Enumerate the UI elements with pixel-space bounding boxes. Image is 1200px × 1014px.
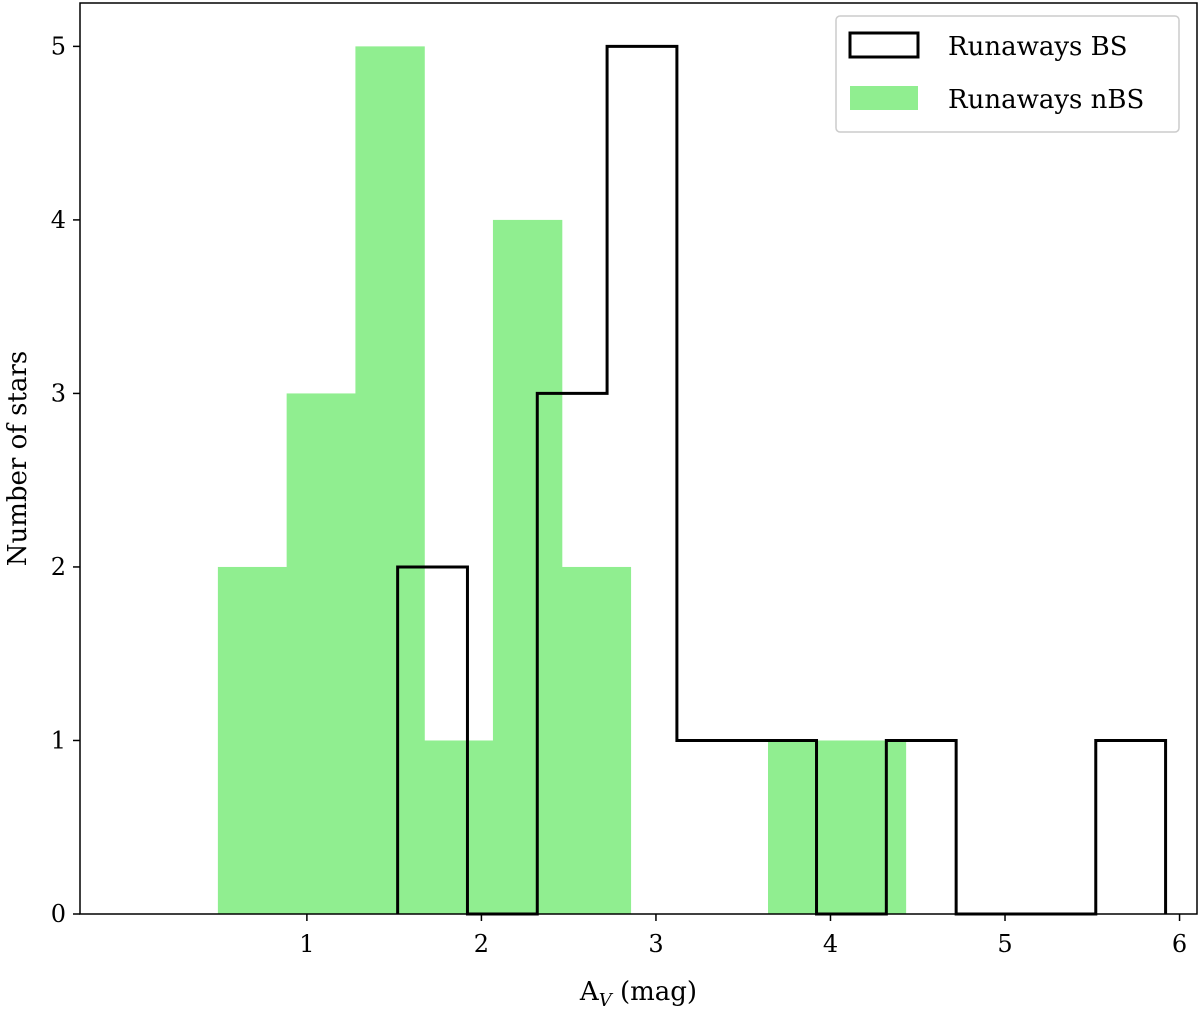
x-tick-label: 6 bbox=[1172, 930, 1187, 958]
legend-box bbox=[835, 15, 1180, 133]
y-tick-label: 1 bbox=[51, 726, 66, 754]
nbs-bar bbox=[355, 46, 425, 914]
y-tick-label: 3 bbox=[51, 379, 66, 407]
legend-label-nbs: Runaways nBS bbox=[948, 85, 1144, 115]
axes-frame bbox=[79, 2, 1198, 915]
nbs-bar bbox=[492, 219, 563, 914]
x-tick-label: 1 bbox=[299, 930, 314, 958]
x-tick-label: 5 bbox=[997, 930, 1012, 958]
nbs-bar bbox=[286, 393, 357, 914]
legend-swatch-nbs bbox=[850, 86, 918, 110]
x-axis-label: AV (mag) bbox=[579, 977, 697, 1011]
y-tick-label: 5 bbox=[51, 32, 66, 60]
x-tick-label: 4 bbox=[823, 930, 838, 958]
nbs-bar bbox=[836, 740, 907, 914]
nbs-bar bbox=[424, 740, 494, 914]
y-axis-ticks: 0 1 2 3 4 5 bbox=[51, 32, 80, 928]
x-axis-label-unit: (mag) bbox=[612, 977, 697, 1007]
y-tick-label: 4 bbox=[51, 206, 66, 234]
x-tick-label: 3 bbox=[648, 930, 663, 958]
y-axis-label: Number of stars bbox=[3, 351, 33, 566]
legend: Runaways BS Runaways nBS bbox=[835, 15, 1180, 133]
y-tick-label: 0 bbox=[51, 900, 66, 928]
x-axis-label-main: A bbox=[579, 977, 600, 1007]
nbs-bars bbox=[217, 46, 907, 914]
y-tick-label: 2 bbox=[51, 553, 66, 581]
legend-label-bs: Runaways BS bbox=[948, 32, 1128, 62]
x-axis-ticks: 1 2 3 4 5 6 bbox=[299, 914, 1187, 958]
x-tick-label: 2 bbox=[474, 930, 489, 958]
nbs-bar bbox=[217, 566, 288, 914]
x-axis-label-subscript: V bbox=[599, 990, 614, 1011]
legend-swatch-bs bbox=[848, 31, 920, 59]
nbs-bar bbox=[768, 740, 838, 914]
nbs-bar bbox=[561, 566, 632, 914]
